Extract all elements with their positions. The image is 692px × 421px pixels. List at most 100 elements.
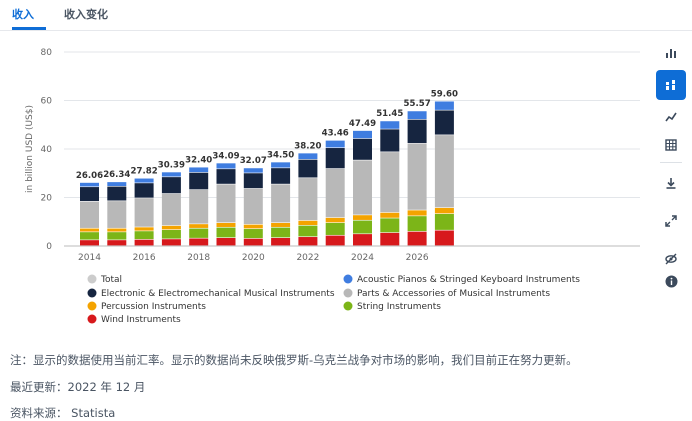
bar-segment [107,228,127,232]
y-tick-label: 0 [46,242,52,252]
legend-swatch [343,288,353,298]
x-tick-label: 2018 [187,253,210,263]
x-tick-label: 2024 [351,253,374,263]
legend-label: String Instruments [357,302,441,312]
bar-segment [298,220,318,226]
bar-segment [298,225,318,237]
bar-segment [134,183,154,198]
legend-swatch [343,274,353,284]
info-icon [665,275,677,287]
bar-segment [353,215,372,220]
bar-total-label: 32.07 [240,156,267,166]
bar-segment [189,189,209,224]
bar-segment [107,232,127,240]
legend-label: Wind Instruments [101,315,181,325]
bar-segment [134,239,154,246]
download-icon [666,178,676,189]
x-tick-label: 2022 [296,253,319,263]
bar-segment [325,148,345,169]
bar-segment [325,217,345,223]
bar-segment [107,182,127,186]
bar-segment [353,138,372,160]
bar-segment [80,228,99,232]
tab-bar: 收入 收入变化 [0,0,692,31]
bar-segment [189,228,209,238]
y-axis-label: in billion USD (US$) [25,105,35,193]
bar-segment [107,186,127,201]
hide-icon [665,253,677,265]
stacked-bar-button[interactable] [656,70,686,100]
table-icon [665,139,677,151]
bar-segment [434,135,454,208]
bar-total-label: 51.45 [376,109,403,119]
hide-button[interactable] [656,244,686,274]
x-tick-label: 2020 [242,253,265,263]
bar-segment [353,234,372,246]
x-tick-label: 2014 [78,253,101,263]
bar-segment [80,232,99,240]
y-tick-label: 80 [41,48,53,58]
bar-segment [189,167,209,173]
bar-total-label: 26.34 [103,170,130,180]
bar-segment [434,110,454,135]
bar-chart-button[interactable] [656,38,686,68]
bar-segment [216,169,236,184]
bar-segment [80,240,99,246]
legend-label: Electronic & Electromechanical Musical I… [101,289,335,299]
bar-segment [107,240,127,246]
bar-segment [243,224,263,229]
download-button[interactable] [656,168,686,198]
fullscreen-button[interactable] [656,206,686,236]
note-text: 注：显示的数据使用当前汇率。显示的数据尚未反映俄罗斯-乌克兰战争对市场的影响，我… [10,353,578,367]
bar-segment [216,163,236,169]
bar-segment [134,227,154,231]
bar-total-label: 32.40 [185,155,212,165]
bar-segment [380,232,400,246]
fullscreen-icon [665,215,677,227]
bar-total-label: 30.39 [158,160,185,170]
bar-segment [161,177,181,194]
bar-segment [271,227,291,238]
bar-segment [380,121,400,129]
tab-revenue[interactable]: 收入 [12,8,34,21]
x-tick-label: 2016 [133,253,156,263]
line-chart-icon [665,112,677,122]
tab-revenue-change[interactable]: 收入变化 [64,8,108,21]
stacked-bar-icon [666,80,675,90]
bar-segment [407,216,427,232]
bar-segment [216,222,236,227]
bar-segment [134,178,154,183]
bar-segment [380,152,400,213]
bar-segment [407,119,427,144]
legend-swatch [87,288,97,298]
bar-segment [243,188,263,225]
legend-label: Total [100,275,122,285]
bar-segment [407,143,427,210]
bar-chart-icon [666,49,676,58]
bar-segment [298,237,318,246]
bar-total-label: 47.49 [349,119,376,129]
toolbar-divider [660,162,682,163]
bar-segment [407,231,427,246]
bar-segment [298,178,318,221]
bar-segment [325,140,345,148]
bar-segment [380,218,400,233]
bar-segment [325,168,345,218]
bar-segment [216,237,236,246]
bar-segment [298,153,318,160]
bar-total-label: 55.57 [404,99,431,109]
line-chart-button[interactable] [656,102,686,132]
table-button[interactable] [656,130,686,160]
legend-label: Percussion Instruments [101,302,206,312]
bar-segment [271,237,291,246]
bar-segment [271,162,291,168]
bar-segment [243,168,263,173]
bar-segment [298,159,318,178]
bar-total-label: 26.06 [76,171,103,181]
bar-total-label: 38.20 [294,141,321,151]
bar-segment [271,168,291,184]
bar-segment [134,198,154,227]
bar-segment [161,193,181,226]
info-button[interactable] [656,266,686,296]
